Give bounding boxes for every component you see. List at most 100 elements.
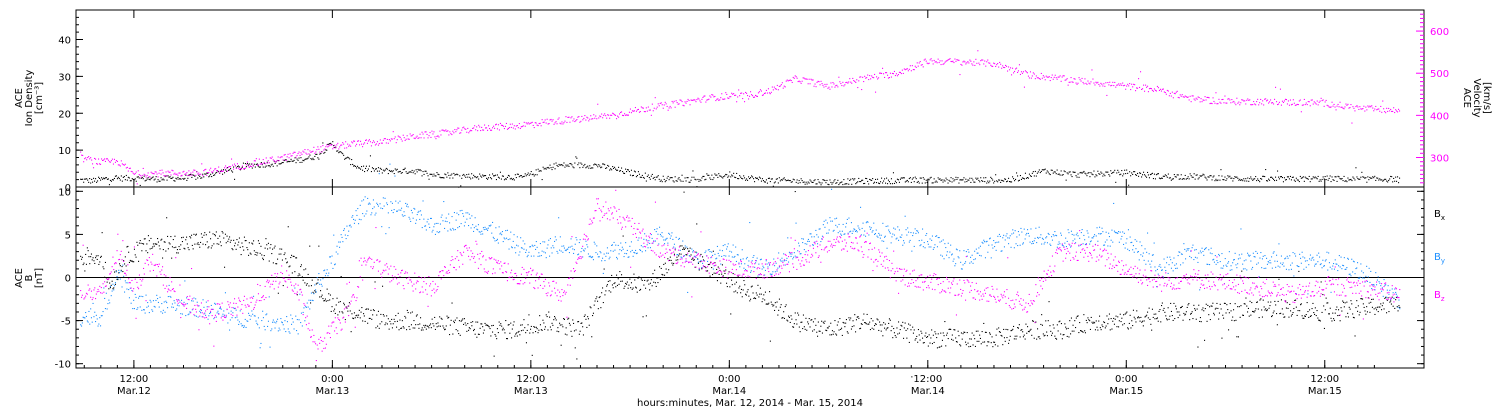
data-point xyxy=(746,291,748,293)
data-point xyxy=(1369,311,1371,313)
data-point xyxy=(743,93,745,95)
data-point xyxy=(128,177,130,179)
data-point xyxy=(1055,77,1057,79)
data-point xyxy=(436,172,438,174)
data-point xyxy=(1228,176,1230,178)
data-point xyxy=(508,175,510,177)
data-point xyxy=(490,129,492,131)
data-point xyxy=(381,142,383,144)
data-point xyxy=(160,173,162,175)
data-point xyxy=(237,165,239,167)
data-point xyxy=(827,183,829,185)
data-point xyxy=(1190,313,1192,315)
data-point xyxy=(1343,175,1345,177)
data-point xyxy=(134,254,136,256)
data-point xyxy=(359,167,361,169)
data-point xyxy=(1002,180,1004,182)
data-point xyxy=(374,168,376,170)
data-point xyxy=(1180,174,1182,176)
data-point xyxy=(229,329,231,331)
data-point xyxy=(590,307,592,309)
data-point xyxy=(464,322,466,324)
data-point xyxy=(748,176,750,178)
data-point xyxy=(602,287,604,289)
y-axis-label-left: [nT] xyxy=(34,268,45,288)
data-point xyxy=(302,159,304,161)
data-point xyxy=(936,347,938,349)
data-point xyxy=(520,324,522,326)
data-point xyxy=(1018,64,1020,66)
data-point xyxy=(1007,180,1009,182)
data-point xyxy=(1190,312,1192,314)
data-point xyxy=(1351,122,1353,124)
data-point xyxy=(557,165,559,167)
data-point xyxy=(631,175,633,177)
data-point xyxy=(382,197,384,199)
data-point xyxy=(1364,310,1366,312)
data-point xyxy=(1075,327,1077,329)
data-point xyxy=(250,315,252,317)
data-point xyxy=(759,177,761,179)
data-point xyxy=(676,256,678,258)
data-point xyxy=(1156,317,1158,319)
data-point xyxy=(114,283,116,285)
data-point xyxy=(1323,178,1325,180)
data-point xyxy=(678,255,680,257)
data-point xyxy=(364,196,366,198)
data-point xyxy=(973,61,975,63)
data-point xyxy=(1023,86,1025,88)
data-point xyxy=(97,255,99,257)
data-point xyxy=(103,159,105,161)
data-point xyxy=(921,64,923,66)
data-point xyxy=(406,329,408,331)
data-point xyxy=(884,327,886,329)
data-point xyxy=(981,331,983,333)
data-point xyxy=(731,92,733,94)
data-point xyxy=(576,119,578,121)
data-point xyxy=(226,235,228,237)
data-point xyxy=(1175,91,1177,93)
data-point xyxy=(1237,336,1239,338)
data-point xyxy=(1311,178,1313,180)
data-point xyxy=(1302,317,1304,319)
data-point xyxy=(1133,171,1135,173)
data-point xyxy=(286,161,288,163)
data-point xyxy=(506,338,508,340)
data-point xyxy=(310,302,312,304)
data-point xyxy=(626,114,628,116)
data-point xyxy=(324,275,326,277)
data-point xyxy=(110,180,112,182)
data-point xyxy=(203,176,205,178)
data-point xyxy=(855,183,857,185)
data-point xyxy=(207,172,209,174)
data-point xyxy=(627,114,629,116)
data-point xyxy=(324,269,326,271)
data-point xyxy=(532,173,534,175)
data-point xyxy=(495,227,497,229)
data-point xyxy=(1151,172,1153,174)
data-point xyxy=(470,227,472,229)
data-point xyxy=(577,116,579,118)
data-point xyxy=(598,164,600,166)
data-point xyxy=(441,129,443,131)
data-point xyxy=(618,283,620,285)
data-point xyxy=(296,257,298,259)
data-point xyxy=(1341,106,1343,108)
data-point xyxy=(733,172,735,174)
data-point xyxy=(393,138,395,140)
data-point xyxy=(292,321,294,323)
data-point xyxy=(661,181,663,183)
data-point xyxy=(415,315,417,317)
data-point xyxy=(183,301,185,303)
data-point xyxy=(1082,171,1084,173)
data-point xyxy=(1025,323,1027,325)
data-point xyxy=(1208,314,1210,316)
data-point xyxy=(120,270,122,272)
data-point xyxy=(319,151,321,153)
data-point xyxy=(443,130,445,132)
data-point xyxy=(388,328,390,330)
data-point xyxy=(281,259,283,261)
data-point xyxy=(263,162,265,164)
data-point xyxy=(1297,104,1299,106)
